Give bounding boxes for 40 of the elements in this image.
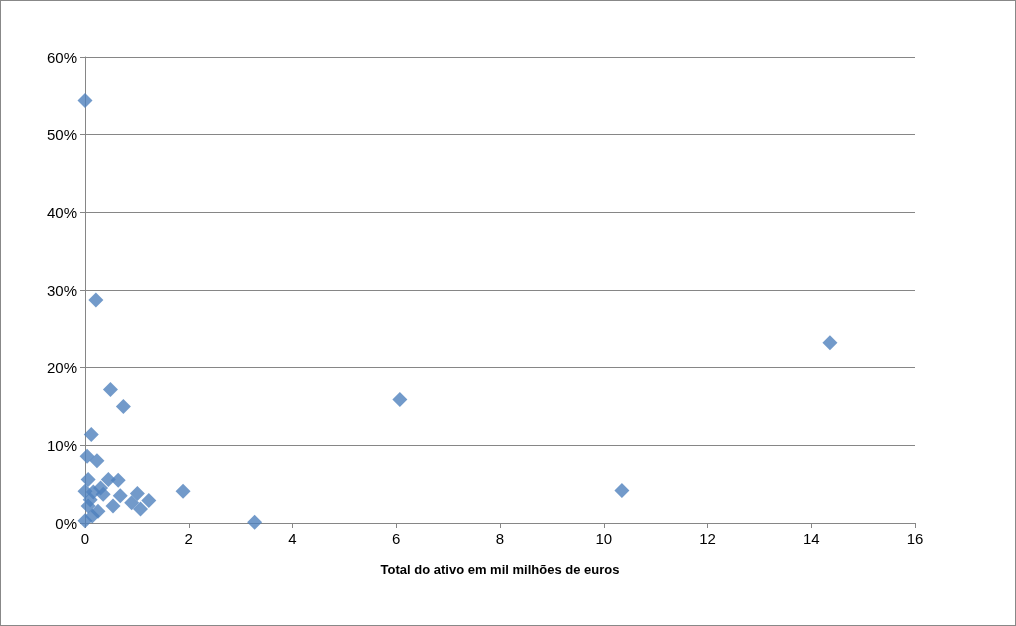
y-tick-label: 30% xyxy=(46,281,77,299)
y-tick-label: 10% xyxy=(46,436,77,454)
x-axis-title: Total do ativo em mil milhões de euros xyxy=(380,562,620,577)
point xyxy=(247,514,263,530)
x-tick-label: 16 xyxy=(906,530,924,547)
x-tick-label: 10 xyxy=(595,530,613,547)
point xyxy=(175,483,191,499)
y-tick-label: 50% xyxy=(46,126,77,144)
point xyxy=(129,485,145,501)
point xyxy=(614,482,630,498)
x-tick-label: 6 xyxy=(392,530,401,547)
y-tick-label: 0% xyxy=(55,514,77,532)
point xyxy=(822,335,838,351)
point xyxy=(115,399,131,414)
x-tick-label: 4 xyxy=(288,530,297,547)
x-tick-label: 0 xyxy=(80,530,90,547)
point xyxy=(83,426,99,442)
x-tick-label: 12 xyxy=(699,530,716,547)
point xyxy=(105,498,121,514)
point xyxy=(84,508,100,524)
point xyxy=(93,480,109,496)
point xyxy=(110,472,126,488)
point xyxy=(77,92,93,108)
point xyxy=(89,453,105,469)
point xyxy=(112,488,128,504)
point xyxy=(88,292,104,308)
point xyxy=(102,381,118,397)
point xyxy=(124,495,140,511)
y-tick-label: 60% xyxy=(46,48,77,66)
point xyxy=(80,472,96,488)
point xyxy=(392,392,408,408)
x-tick-label: 8 xyxy=(495,530,505,547)
x-tick-label: 14 xyxy=(802,530,820,547)
point xyxy=(133,501,149,517)
y-tick-label: 40% xyxy=(46,203,77,221)
x-tick-label: 2 xyxy=(184,530,193,547)
point xyxy=(82,492,98,508)
y-tick-label: 20% xyxy=(46,359,77,377)
point xyxy=(79,448,95,464)
point xyxy=(141,492,157,508)
